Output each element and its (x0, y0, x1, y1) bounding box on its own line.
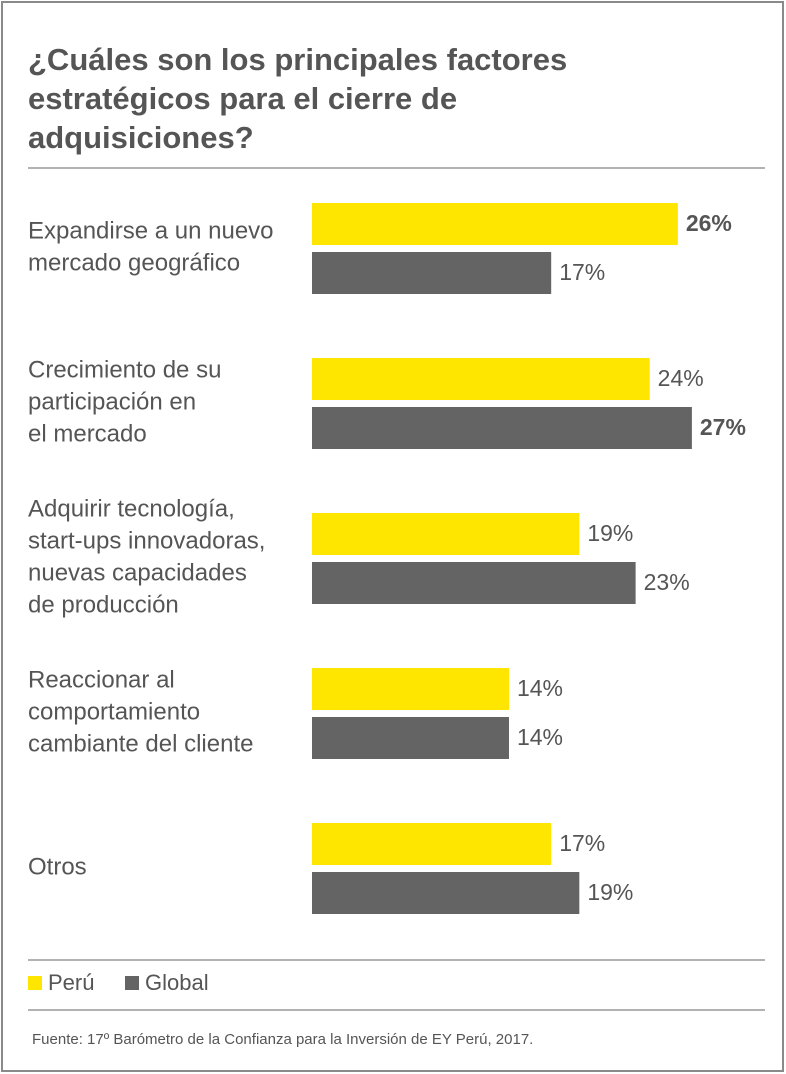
value-label: 17% (559, 259, 605, 285)
bar (312, 407, 692, 449)
bar (312, 203, 678, 245)
chart-title: adquisiciones? (28, 120, 254, 155)
category-label: Reaccionar al (28, 666, 175, 693)
value-label: 14% (517, 675, 563, 701)
category-label: cambiante del cliente (28, 730, 253, 757)
category-label: mercado geográfico (28, 249, 240, 276)
bar (312, 252, 552, 294)
category-label: Crecimiento de su (28, 356, 221, 383)
value-label: 14% (517, 724, 563, 750)
category-label: nuevas capacidades (28, 559, 247, 586)
value-label: 23% (644, 569, 690, 595)
category-label: participación en (28, 388, 196, 415)
bar (312, 668, 509, 710)
category-label: start-ups innovadoras, (28, 527, 265, 554)
legend-swatch (28, 976, 42, 990)
legend-label: Perú (48, 970, 94, 995)
value-label: 24% (658, 365, 704, 391)
bar (312, 358, 650, 400)
value-label: 19% (587, 520, 633, 546)
bar (312, 717, 509, 759)
category-label: el mercado (28, 420, 147, 447)
legend-swatch (125, 976, 139, 990)
category-label: Adquirir tecnología, (28, 495, 235, 522)
source: Fuente: 17º Barómetro de la Confianza pa… (32, 1031, 533, 1048)
value-label: 19% (587, 879, 633, 905)
category-label: Expandirse a un nuevo (28, 217, 274, 244)
chart-title: estratégicos para el cierre de (28, 81, 457, 116)
value-label: 26% (686, 210, 732, 236)
category-label: Otros (28, 853, 87, 880)
legend-label: Global (145, 970, 209, 995)
bar (312, 513, 580, 555)
bar (312, 872, 580, 914)
value-label: 17% (559, 830, 605, 856)
bar (312, 562, 636, 604)
value-label: 27% (700, 414, 746, 440)
category-label: de producción (28, 591, 179, 618)
bar (312, 823, 552, 865)
category-label: comportamiento (28, 698, 200, 725)
chart-title: ¿Cuáles son los principales factores (28, 42, 567, 77)
